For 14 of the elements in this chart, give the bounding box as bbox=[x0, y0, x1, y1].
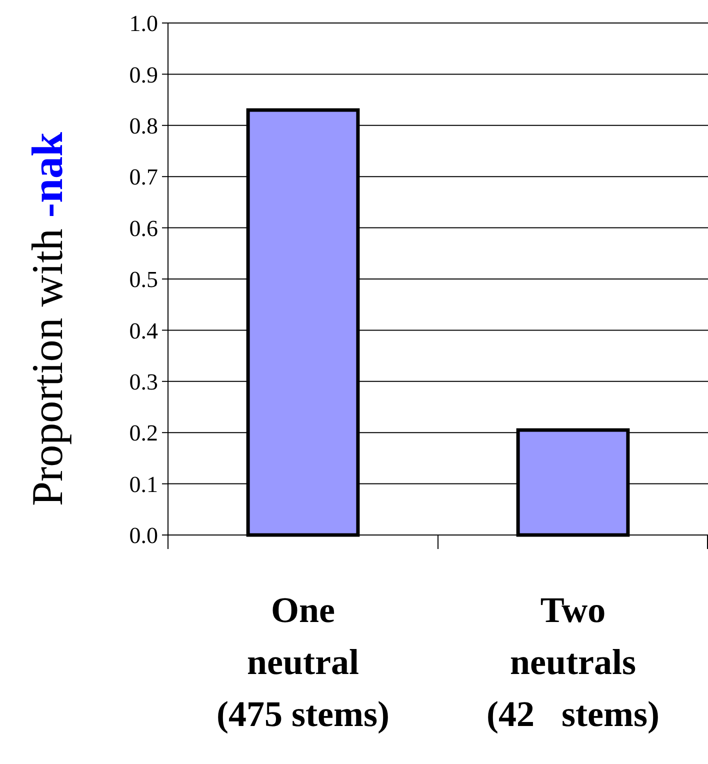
y-tick-label: 0.0 bbox=[129, 523, 158, 548]
y-tick-label: 0.8 bbox=[129, 113, 158, 138]
x-tick-label: One neutral (475 stems) bbox=[216, 590, 390, 734]
y-tick-label: 0.9 bbox=[129, 62, 158, 88]
y-axis-title: Proportion with -nak bbox=[23, 131, 72, 506]
y-tick-label: 0.5 bbox=[129, 267, 158, 292]
x-tick-label: Two neutrals (42 stems) bbox=[486, 590, 660, 734]
y-tick-label: 0.7 bbox=[129, 164, 158, 190]
y-tick-label: 0.1 bbox=[129, 472, 158, 497]
y-tick-label: 1.0 bbox=[129, 11, 158, 36]
y-tick-label: 0.6 bbox=[129, 216, 158, 241]
y-tick-label: 0.2 bbox=[129, 420, 158, 446]
y-tick-label: 0.4 bbox=[129, 318, 158, 344]
y-tick-label: 0.3 bbox=[129, 369, 158, 394]
